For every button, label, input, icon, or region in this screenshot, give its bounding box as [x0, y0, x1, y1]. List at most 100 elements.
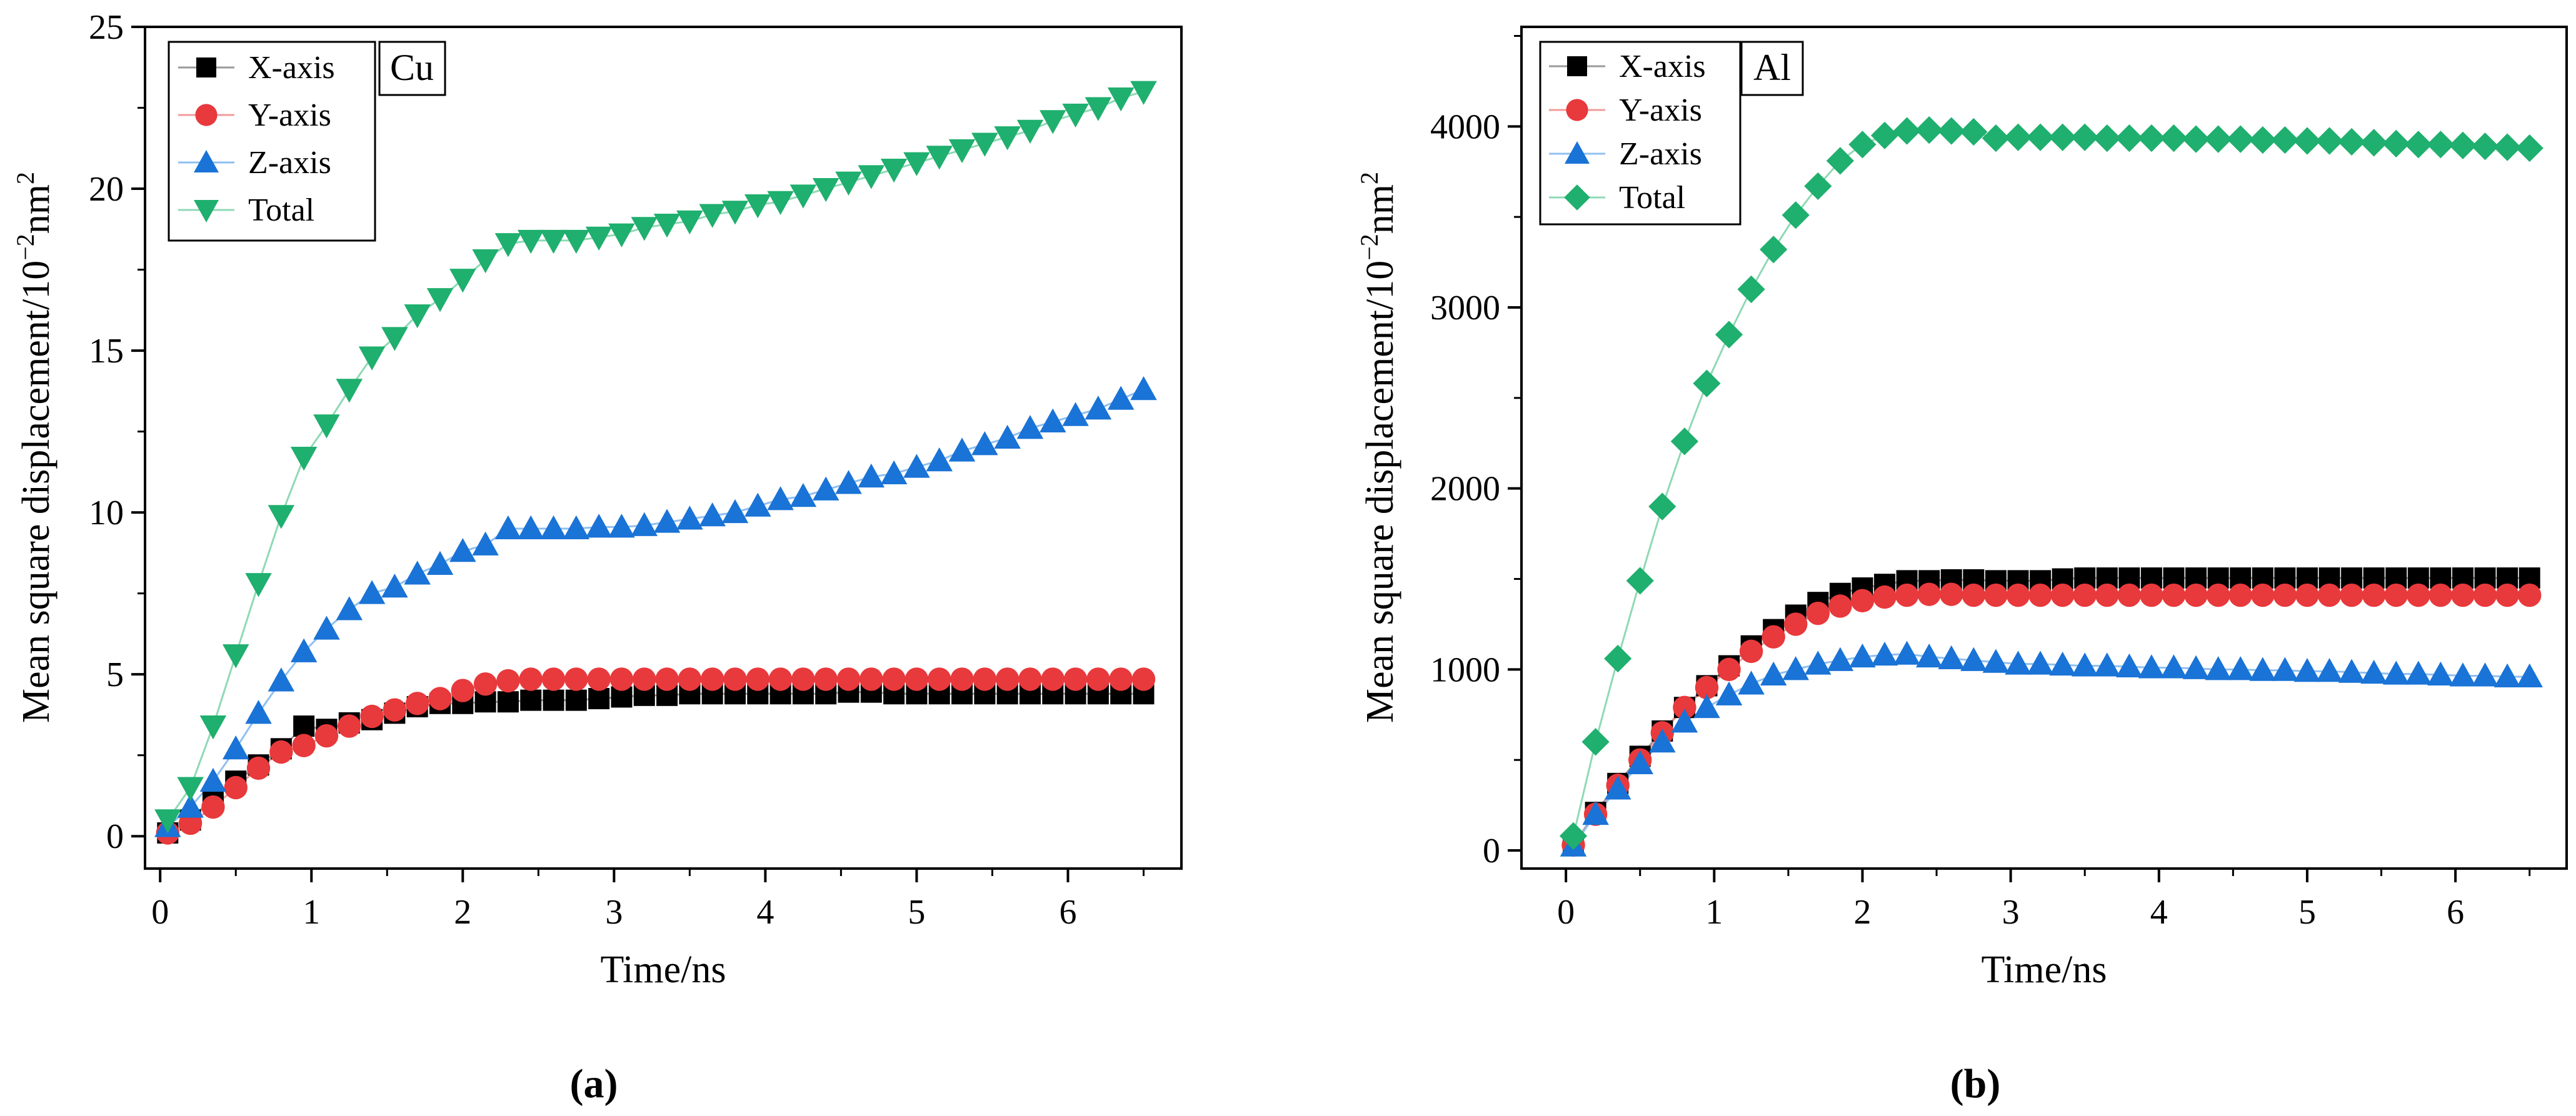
- data-point-y-axis: [633, 667, 656, 691]
- data-point-y-axis: [2451, 583, 2475, 607]
- data-point-y-axis: [2407, 583, 2430, 607]
- plot-area-frame: [1520, 26, 2568, 870]
- legend-label: Total: [248, 192, 314, 228]
- data-point-total: [336, 379, 363, 403]
- data-point-total: [358, 346, 386, 371]
- data-point-z-axis: [268, 667, 295, 692]
- data-point-y-axis: [2317, 583, 2342, 607]
- data-point-y-axis: [678, 667, 702, 691]
- legend-item-z-axis: Z-axis: [178, 145, 331, 181]
- data-point-y-axis: [338, 714, 361, 738]
- data-point-z-axis: [222, 735, 249, 760]
- data-point-y-axis: [1850, 589, 1875, 612]
- data-point-y-axis: [2184, 583, 2208, 607]
- data-point-total: [1960, 117, 1988, 146]
- data-point-z-axis: [835, 470, 862, 494]
- legend-item-total: Total: [178, 192, 314, 228]
- data-point-total: [2315, 127, 2343, 155]
- data-point-total: [494, 233, 522, 257]
- data-point-z-axis: [948, 437, 976, 462]
- data-point-z-axis: [699, 502, 726, 527]
- data-point-y-axis: [2428, 583, 2453, 607]
- data-point-y-axis: [1762, 625, 1785, 649]
- y-tick-label: 25: [89, 8, 124, 47]
- data-point-z-axis: [789, 482, 817, 507]
- data-point-total: [1130, 81, 1157, 105]
- data-point-z-axis: [2027, 650, 2054, 675]
- data-point-total: [2137, 124, 2166, 152]
- data-point-total: [1085, 97, 1112, 121]
- data-point-z-axis: [2316, 658, 2343, 682]
- data-point-total: [2115, 124, 2143, 152]
- x-tick-label: 4: [756, 893, 774, 932]
- material-badge: Al: [1740, 41, 1804, 96]
- panel-caption: (a): [570, 1061, 618, 1107]
- data-point-total: [2382, 129, 2410, 157]
- data-point-total: [313, 414, 340, 439]
- data-point-z-axis: [767, 486, 794, 511]
- data-point-z-axis: [540, 515, 567, 540]
- data-point-y-axis: [1717, 657, 1741, 682]
- legend-label: X-axis: [1619, 49, 1706, 84]
- x-tick-label: 3: [605, 893, 623, 932]
- data-point-z-axis: [2427, 661, 2454, 686]
- data-point-total: [789, 184, 817, 209]
- data-point-total: [1062, 103, 1089, 128]
- data-point-z-axis: [2205, 656, 2232, 680]
- data-point-total: [268, 505, 295, 529]
- data-point-y-axis: [2006, 583, 2030, 607]
- data-point-total: [699, 204, 726, 228]
- data-point-z-axis: [2405, 660, 2432, 685]
- panel-caption: (b): [1950, 1061, 2001, 1107]
- data-point-y-axis: [224, 775, 248, 800]
- data-point-total: [2248, 126, 2277, 154]
- material-badge-label: Al: [1753, 47, 1791, 88]
- data-point-z-axis: [1760, 661, 1787, 686]
- y-axis-title: Mean square displacement/10−2nm2: [11, 172, 58, 723]
- data-point-total: [2160, 124, 2188, 152]
- legend-label: Z-axis: [1619, 136, 1702, 172]
- data-point-y-axis: [2050, 583, 2075, 607]
- data-point-z-axis: [2071, 652, 2098, 677]
- chart-panel-cu: 0 1 2 3 4 5 6 0 5 10 15 20 25 Time/ns Mean square d…: [11, 8, 1183, 1107]
- legend-label: Total: [1619, 180, 1685, 216]
- data-point-total: [154, 809, 181, 834]
- data-point-total: [1693, 369, 1721, 397]
- data-point-total: [2271, 126, 2299, 154]
- legend-marker-z-axis: [194, 150, 219, 172]
- data-point-total: [290, 447, 318, 471]
- data-point-y-axis: [995, 667, 1020, 691]
- data-point-z-axis: [653, 509, 681, 533]
- data-point-z-axis: [903, 454, 930, 478]
- data-point-z-axis: [1871, 641, 1898, 666]
- data-point-z-axis: [1915, 643, 1943, 668]
- y-axis-title: Mean square displacement/10−2nm2: [1355, 172, 1401, 723]
- data-point-x-axis: [565, 689, 587, 711]
- data-point-y-axis: [2228, 583, 2252, 607]
- data-point-z-axis: [245, 700, 272, 724]
- data-point-total: [1982, 124, 2010, 152]
- data-point-y-axis: [2140, 583, 2163, 607]
- x-tick-label: 6: [1059, 893, 1076, 932]
- y-tick-label: 0: [1483, 832, 1500, 870]
- data-point-z-axis: [2383, 660, 2410, 685]
- data-point-total: [767, 191, 794, 216]
- data-point-z-axis: [2005, 650, 2032, 675]
- data-point-z-axis: [1626, 750, 1653, 774]
- data-point-total: [2360, 129, 2388, 157]
- data-point-z-axis: [2182, 655, 2210, 679]
- data-point-y-axis: [836, 667, 861, 691]
- data-point-total: [1581, 728, 1610, 756]
- data-point-y-axis: [428, 687, 452, 710]
- data-point-total: [426, 288, 454, 312]
- x-tick-label: 3: [2002, 893, 2020, 932]
- data-point-y-axis: [723, 667, 747, 691]
- data-point-y-axis: [1828, 594, 1852, 618]
- data-point-y-axis: [2473, 583, 2497, 607]
- data-point-z-axis: [1040, 408, 1066, 433]
- data-point-z-axis: [1827, 647, 1854, 671]
- data-point-z-axis: [1693, 694, 1720, 719]
- data-point-y-axis: [2362, 583, 2386, 607]
- data-point-y-axis: [1895, 583, 1919, 607]
- data-point-z-axis: [404, 560, 431, 585]
